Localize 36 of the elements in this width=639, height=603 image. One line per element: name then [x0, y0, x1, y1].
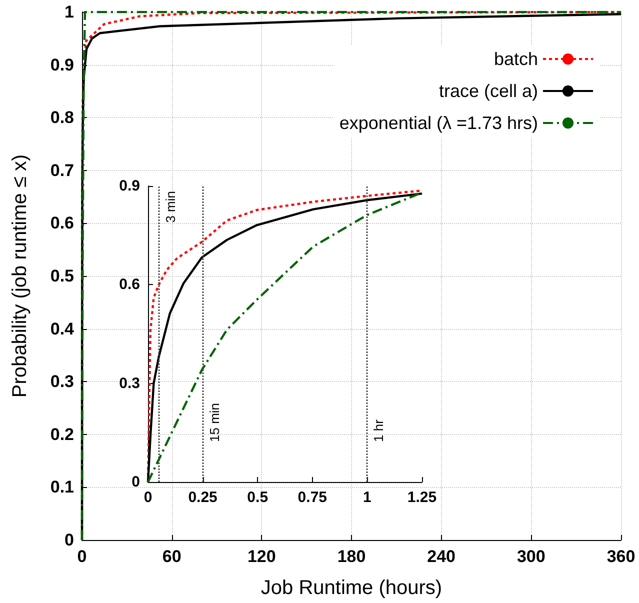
y-tick-label: 0.6 [119, 276, 140, 294]
y-tick-label: 0.4 [50, 319, 75, 338]
ref-line-label: 1 hr [371, 418, 386, 442]
x-tick-label: 180 [337, 547, 366, 566]
y-tick-label: 1 [64, 2, 74, 22]
y-tick-label: 0.8 [50, 108, 74, 128]
y-tick-label: 0.7 [50, 160, 74, 180]
y-tick-label: 0.6 [50, 214, 74, 233]
y-tick-label: 0 [132, 474, 140, 490]
y-tick-label: 0 [64, 530, 74, 550]
legend-label: exponential (λ =1.73 hrs) [339, 113, 538, 133]
ref-line-label: 15 min [206, 402, 222, 442]
legend-label: trace (cell a) [438, 81, 538, 101]
x-tick-label: 360 [606, 547, 636, 566]
y-tick-label: 0.2 [50, 424, 74, 444]
x-tick-label: 0.75 [298, 489, 327, 506]
y-tick-label: 0.9 [50, 55, 74, 74]
x-tick-label: 60 [162, 547, 182, 566]
x-tick-label: 0 [77, 547, 87, 566]
y-tick-label: 0.3 [119, 374, 140, 392]
x-tick-label: 0 [144, 489, 152, 506]
x-tick-label: 1.25 [407, 489, 437, 506]
y-axis-title: Probability (job runtime ≤ x) [9, 154, 31, 398]
y-tick-label: 0.5 [50, 266, 74, 286]
x-tick-label: 0.25 [188, 489, 218, 506]
ref-line-label: 3 min [162, 191, 178, 223]
x-tick-label: 1 [363, 489, 372, 506]
x-tick-label: 300 [516, 547, 546, 566]
y-tick-label: 0.3 [50, 372, 74, 392]
x-tick-label: 0.5 [247, 489, 268, 506]
y-tick-label: 0.1 [50, 478, 74, 497]
x-tick-label: 120 [247, 547, 276, 566]
x-axis-title: Job Runtime (hours) [260, 577, 442, 599]
x-tick-label: 240 [427, 547, 456, 566]
y-tick-label: 0.9 [119, 178, 140, 194]
legend-label: batch [494, 49, 538, 69]
